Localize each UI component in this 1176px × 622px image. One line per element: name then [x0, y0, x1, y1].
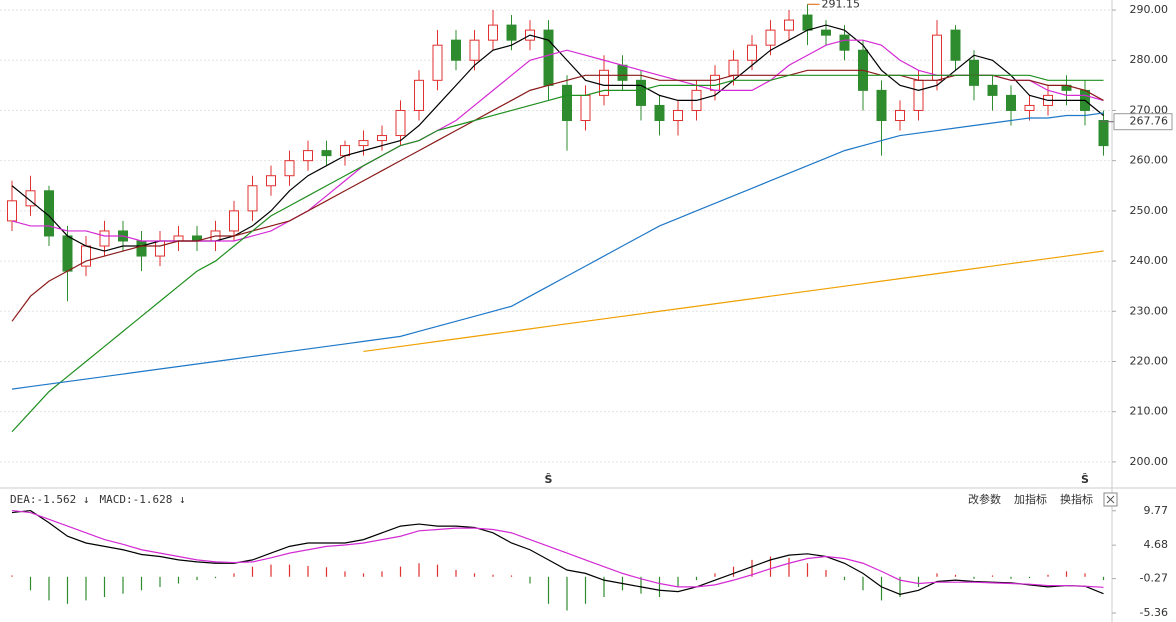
candle-body: [932, 34, 942, 81]
y-tick-label: 260.00: [1130, 154, 1169, 167]
candle-body: [44, 190, 54, 237]
y-tick-label: 4.68: [1144, 538, 1169, 551]
y-tick-label: 220.00: [1130, 354, 1169, 367]
candle-body: [173, 235, 184, 242]
indicator-line: [363, 250, 1104, 353]
candle-body: [876, 89, 887, 121]
candle-body: [136, 240, 147, 257]
candle-body: [469, 39, 480, 61]
y-tick-label: 200.00: [1130, 455, 1169, 468]
indicator-line: [11, 74, 1104, 433]
candle-body: [728, 59, 739, 76]
candle-body: [950, 29, 961, 61]
y-tick-label: 290.00: [1130, 3, 1169, 16]
candle-body: [99, 230, 110, 247]
indicator-button[interactable]: 改参数: [968, 492, 1001, 506]
candle-body: [747, 44, 757, 61]
candle-body: [895, 109, 905, 121]
y-tick-label: -0.27: [1140, 572, 1168, 585]
candle-body: [913, 79, 924, 111]
candle-body: [784, 19, 794, 31]
y-tick-label: 240.00: [1130, 254, 1169, 267]
candle-body: [7, 200, 17, 222]
last-price-box: [1113, 113, 1173, 131]
candle-body: [987, 84, 998, 96]
candle-body: [284, 160, 295, 177]
indicator-line: [11, 509, 1104, 588]
candle-body: [580, 94, 591, 121]
candle-body: [821, 29, 831, 36]
candle-body: [839, 34, 850, 51]
candle-body: [1098, 119, 1109, 147]
candle-body: [1024, 104, 1035, 111]
y-tick-label: 280.00: [1130, 53, 1169, 66]
candle-body: [562, 84, 572, 121]
max-label: 291.15: [822, 0, 861, 10]
candle-body: [673, 109, 683, 121]
signal-marker: Ŝ: [1081, 473, 1089, 486]
legend-label: DEA:-1.562 ↓: [10, 493, 89, 506]
y-tick-label: -5.36: [1140, 606, 1168, 619]
candle-body: [969, 59, 979, 86]
candle-body: [155, 240, 165, 257]
candle-body: [432, 44, 443, 81]
candle-body: [340, 145, 350, 157]
candle-body: [617, 64, 628, 81]
close-icon: [1106, 495, 1115, 504]
candle-body: [62, 235, 73, 272]
candle-body: [802, 14, 813, 31]
candle-body: [358, 140, 369, 147]
signal-marker: Ŝ: [545, 473, 553, 486]
candle-body: [414, 79, 424, 111]
candle-body: [710, 74, 720, 91]
candle-body: [303, 150, 313, 162]
candle-body: [247, 185, 258, 212]
y-tick-label: 9.77: [1144, 504, 1169, 517]
candle-body: [506, 24, 517, 41]
candle-body: [765, 29, 776, 46]
candle-body: [395, 109, 406, 137]
candle-body: [599, 69, 609, 96]
candle-body: [25, 190, 36, 207]
candle-body: [451, 39, 461, 61]
y-tick-label: 210.00: [1130, 405, 1169, 418]
legend-label: MACD:-1.628 ↓: [99, 493, 185, 506]
last-price-label: 267.76: [1130, 115, 1169, 128]
indicator-button[interactable]: 加指标: [1014, 492, 1047, 506]
candle-body: [266, 175, 276, 187]
indicator-button[interactable]: 换指标: [1060, 492, 1093, 506]
indicator-line: [11, 69, 1104, 322]
y-tick-label: 250.00: [1130, 204, 1169, 217]
candle-body: [377, 135, 387, 142]
candle-body: [543, 29, 554, 86]
candle-body: [229, 210, 239, 232]
candle-body: [321, 150, 332, 157]
candle-body: [636, 79, 646, 106]
candle-body: [654, 104, 665, 121]
candle-body: [1006, 94, 1016, 111]
indicator-line: [11, 509, 1104, 595]
candle-body: [488, 24, 498, 41]
indicator-line: [11, 112, 1104, 390]
y-tick-label: 230.00: [1130, 304, 1169, 317]
